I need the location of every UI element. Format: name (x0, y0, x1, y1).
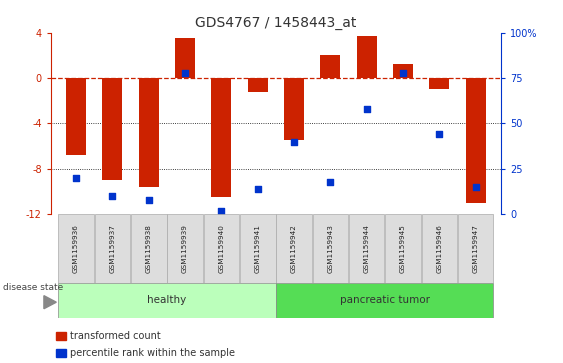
Text: GDS4767 / 1458443_at: GDS4767 / 1458443_at (195, 16, 356, 30)
Text: pancreatic tumor: pancreatic tumor (340, 295, 430, 305)
FancyBboxPatch shape (349, 214, 385, 283)
Text: GSM1159940: GSM1159940 (218, 224, 225, 273)
Bar (320, 55, 341, 78)
Text: GSM1159938: GSM1159938 (146, 224, 152, 273)
Text: GSM1159936: GSM1159936 (73, 224, 79, 273)
FancyBboxPatch shape (167, 214, 203, 283)
Polygon shape (44, 295, 56, 309)
Bar (466, 78, 486, 203)
Point (144, 197, 153, 203)
Point (217, 208, 226, 213)
Bar (211, 78, 231, 197)
Bar (357, 36, 377, 78)
Point (435, 131, 444, 137)
Point (326, 179, 335, 184)
Text: GSM1159947: GSM1159947 (473, 224, 479, 273)
FancyBboxPatch shape (276, 214, 312, 283)
Bar (284, 78, 304, 140)
Bar (56, 349, 66, 357)
FancyBboxPatch shape (422, 214, 457, 283)
Point (253, 186, 262, 192)
Text: percentile rank within the sample: percentile rank within the sample (70, 348, 235, 358)
Bar (59, 283, 275, 318)
Bar (430, 78, 449, 89)
Text: GSM1159943: GSM1159943 (327, 224, 333, 273)
Point (72, 175, 81, 181)
Bar (393, 65, 413, 78)
Text: transformed count: transformed count (70, 331, 161, 341)
Text: GSM1159945: GSM1159945 (400, 224, 406, 273)
Bar (248, 78, 267, 92)
Point (108, 193, 117, 199)
FancyBboxPatch shape (59, 214, 94, 283)
Text: GSM1159944: GSM1159944 (364, 224, 370, 273)
Point (471, 184, 480, 190)
Point (399, 70, 408, 76)
Bar (175, 38, 195, 78)
FancyBboxPatch shape (131, 214, 167, 283)
Text: healthy: healthy (148, 295, 186, 305)
Text: GSM1159937: GSM1159937 (109, 224, 115, 273)
Bar (102, 78, 122, 180)
FancyBboxPatch shape (240, 214, 275, 283)
Text: disease state: disease state (3, 283, 63, 292)
Bar (138, 78, 159, 187)
Bar (66, 78, 86, 155)
Bar (56, 332, 66, 340)
Text: GSM1159939: GSM1159939 (182, 224, 188, 273)
Point (181, 70, 190, 76)
Text: GSM1159946: GSM1159946 (436, 224, 443, 273)
FancyBboxPatch shape (95, 214, 130, 283)
Text: GSM1159942: GSM1159942 (291, 224, 297, 273)
FancyBboxPatch shape (385, 214, 421, 283)
FancyBboxPatch shape (312, 214, 348, 283)
FancyBboxPatch shape (204, 214, 239, 283)
Text: GSM1159941: GSM1159941 (254, 224, 261, 273)
Bar (276, 283, 493, 318)
FancyBboxPatch shape (458, 214, 493, 283)
Point (289, 139, 298, 144)
Point (362, 106, 371, 112)
